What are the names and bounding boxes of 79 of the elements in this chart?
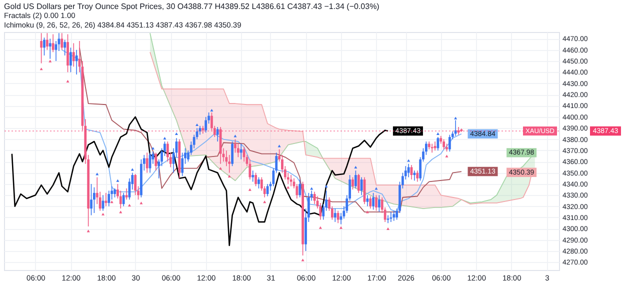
candlestick: [352, 176, 354, 190]
point: [48, 60, 52, 62]
candlestick: [231, 141, 234, 166]
chart-title: Gold US Dollars per Troy Ounce Spot Prices, 30 O4388.77 H4389.52 L4386.61 C4387.43 −1.34 (−0.03%): [4, 2, 380, 11]
candlestick: [70, 47, 72, 73]
candlestick: [298, 179, 302, 198]
point: [339, 226, 342, 229]
candlestick: [181, 152, 184, 177]
point: [318, 226, 322, 229]
candlestick: [413, 170, 416, 182]
candlestick: [122, 192, 125, 207]
point: [386, 227, 390, 230]
candlestick: [52, 34, 54, 53]
point: [163, 136, 166, 140]
candlestick: [254, 172, 257, 187]
candlestick: [66, 34, 69, 73]
candlestick: [354, 170, 357, 189]
candlestick: [234, 138, 236, 154]
point: [196, 123, 199, 126]
candlestick: [357, 174, 360, 194]
candlestick: [392, 210, 396, 222]
line-series: [11, 116, 389, 246]
candlestick: [390, 211, 392, 222]
candlestick: [442, 138, 446, 150]
candlestick: [313, 191, 316, 204]
candlestick: [40, 32, 43, 64]
candlestick: [43, 37, 46, 56]
candlestick: [334, 208, 336, 222]
candlestick: [72, 42, 75, 68]
candlestick: [378, 194, 380, 212]
point: [278, 144, 281, 148]
candlestick: [369, 196, 372, 209]
candlestick: [430, 143, 434, 154]
candlestick: [93, 186, 96, 214]
point: [324, 184, 328, 188]
point: [151, 146, 154, 150]
candlestick: [46, 32, 48, 50]
point: [454, 116, 458, 120]
candlestick: [75, 49, 78, 75]
point: [66, 80, 70, 82]
candlestick: [64, 39, 66, 56]
candlestick: [360, 176, 363, 196]
point: [210, 108, 214, 112]
candlestick: [125, 188, 128, 200]
candlestick: [366, 194, 369, 207]
point: [174, 132, 178, 135]
candlestick: [252, 170, 254, 182]
candlestick: [240, 143, 242, 160]
point: [128, 204, 131, 206]
candlestick: [416, 170, 419, 182]
candlestick: [375, 194, 378, 212]
candlestick: [448, 134, 451, 152]
candlestick: [146, 152, 148, 174]
candlestick: [248, 158, 252, 180]
candlestick: [134, 174, 137, 196]
candlestick: [60, 32, 64, 50]
point: [354, 166, 358, 168]
candlestick: [258, 176, 260, 189]
candlestick: [236, 143, 240, 158]
point: [445, 154, 448, 158]
candlestick: [372, 192, 375, 210]
candlestick: [336, 210, 340, 224]
candlestick: [108, 190, 110, 207]
candlestick: [216, 126, 219, 142]
point: [102, 212, 105, 216]
point: [436, 132, 440, 135]
candlestick: [90, 184, 92, 216]
point: [228, 174, 231, 178]
candlestick: [204, 116, 208, 133]
point: [140, 202, 143, 204]
candlestick: [407, 163, 410, 178]
candlestick: [436, 136, 440, 151]
candlestick: [48, 38, 52, 60]
candlestick: [154, 152, 158, 171]
candlestick: [104, 192, 108, 207]
point: [407, 159, 410, 162]
point: [248, 188, 252, 191]
candlestick: [228, 154, 231, 174]
point: [116, 179, 120, 182]
